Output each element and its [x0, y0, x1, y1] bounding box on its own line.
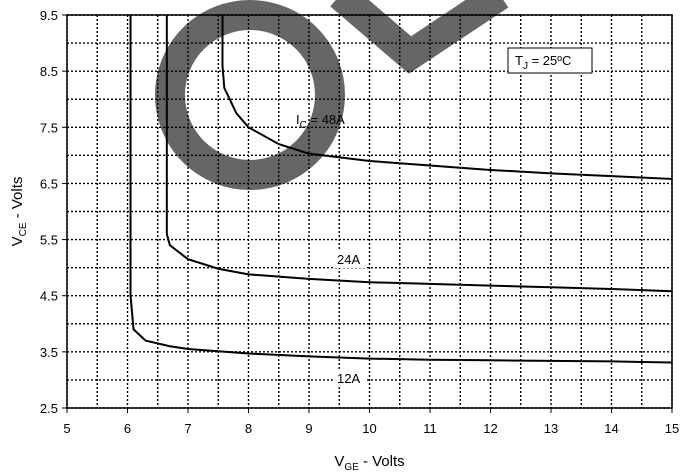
x-tick-label: 5	[63, 421, 70, 436]
x-tick-label: 10	[362, 421, 376, 436]
y-axis-label: VCE - Volts	[9, 177, 29, 247]
y-tick-label: 7.5	[40, 120, 58, 135]
series-name: 48A	[322, 112, 345, 127]
y-tick-label: 5.5	[40, 233, 58, 248]
x-axis-label: VGE - Volts	[334, 453, 404, 473]
series-line	[221, 15, 673, 180]
condition-label: TJ = 25ºC	[515, 53, 571, 72]
x-tick-label: 7	[184, 421, 191, 436]
label-sub: GE	[344, 462, 359, 473]
x-tick-label: 6	[124, 421, 131, 436]
x-tick-label: 9	[305, 421, 312, 436]
label-main: V	[334, 453, 344, 470]
x-tick-label: 12	[483, 421, 497, 436]
label-bg	[335, 251, 367, 268]
label-main: T	[515, 53, 523, 68]
series-label: 12A	[337, 371, 360, 386]
x-tick-label: 8	[245, 421, 252, 436]
series-line	[165, 15, 673, 293]
plot-frame	[66, 14, 673, 409]
x-tick-label: 14	[604, 421, 618, 436]
condition-box	[507, 47, 593, 74]
label-main: I	[296, 112, 300, 127]
y-tick-label: 8.5	[40, 64, 58, 79]
y-tick-label: 6.5	[40, 176, 58, 191]
x-tick-label: 15	[665, 421, 679, 436]
label-sub: CE	[18, 222, 29, 236]
label-main: V	[9, 236, 26, 246]
y-tick-label: 3.5	[40, 345, 58, 360]
series-label: IC = 48A	[296, 112, 345, 131]
label-bg	[335, 370, 367, 387]
watermark	[330, 0, 509, 74]
y-tick-label: 4.5	[40, 289, 58, 304]
label-rest: - Volts	[359, 453, 405, 470]
x-tick-label: 13	[544, 421, 558, 436]
plot: 5 6 7 8 9 10 11 12 13 14 15 2.5 3.5 4.5 5.5 6.5 7.5 8.5 9.…	[9, 8, 679, 473]
series-label: 24A	[337, 252, 360, 267]
label-rest: - Volts	[9, 177, 26, 223]
y-tick-label: 2.5	[40, 401, 58, 416]
label-sub: J	[523, 61, 528, 72]
label-sub: C	[300, 120, 307, 131]
x-tick-label: 11	[423, 421, 437, 436]
y-tick-label: 9.5	[40, 8, 58, 23]
watermark	[155, 0, 345, 190]
label-rest: = 25ºC	[528, 53, 571, 68]
series-line	[129, 15, 673, 364]
label-rest: =	[307, 112, 322, 127]
